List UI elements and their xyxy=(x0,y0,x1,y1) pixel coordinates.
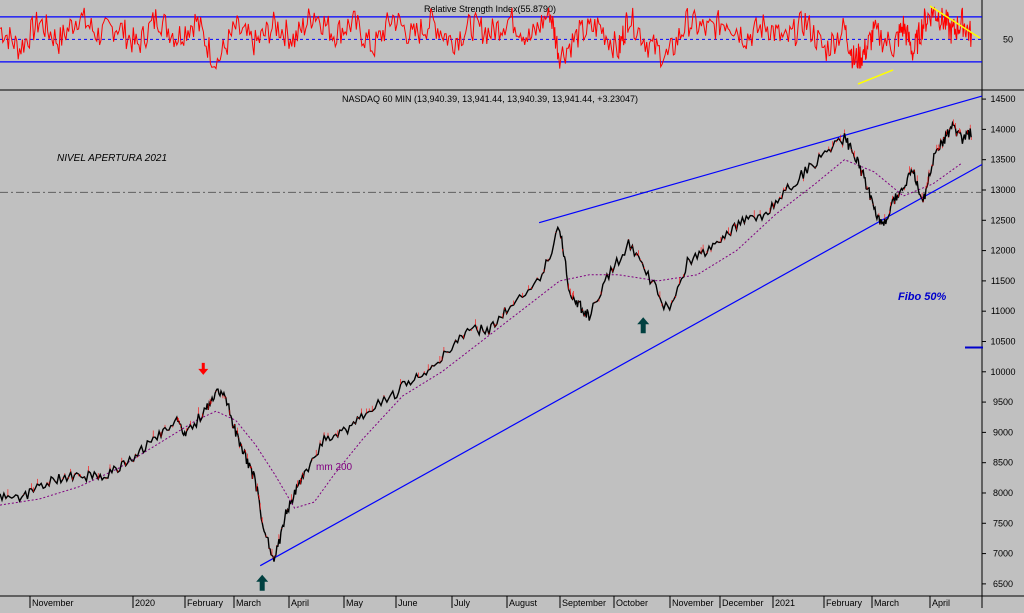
price-tick-label: 6500 xyxy=(993,579,1013,589)
time-axis-label: October xyxy=(616,598,648,608)
price-tick-label: 14500 xyxy=(990,94,1015,104)
price-tick-label: 8500 xyxy=(993,458,1013,468)
price-tick-label: 13000 xyxy=(990,185,1015,195)
time-axis-label: July xyxy=(454,598,471,608)
price-tick-label: 14000 xyxy=(990,124,1015,134)
upper-trendline xyxy=(538,95,983,224)
ma-label: mm 200 xyxy=(316,462,353,473)
time-axis-label: 2020 xyxy=(135,598,155,608)
price-header: NASDAQ 60 MIN (13,940.39, 13,941.44, 13,… xyxy=(342,94,638,104)
rsi-divergence-line-upper xyxy=(929,5,981,39)
time-axis-label: March xyxy=(236,598,261,608)
rsi-panel: Relative Strength Index(55.8790) 50 xyxy=(0,4,1013,85)
rsi-divergence-line-lower xyxy=(857,69,894,85)
rsi-line xyxy=(0,6,972,70)
lower-trendline xyxy=(259,164,983,567)
time-axis-label: April xyxy=(291,598,309,608)
price-tick-label: 13500 xyxy=(990,155,1015,165)
rsi-title: Relative Strength Index(55.8790) xyxy=(424,4,556,14)
time-axis-label: September xyxy=(562,598,606,608)
time-axis-label: March xyxy=(874,598,899,608)
price-tick-label: 7000 xyxy=(993,549,1013,559)
price-tick-label: 11500 xyxy=(991,276,1015,286)
moving-average-200 xyxy=(0,159,963,509)
up-arrow-icon xyxy=(637,317,650,334)
rsi-tick-50: 50 xyxy=(1003,34,1013,44)
price-tick-label: 12500 xyxy=(990,215,1015,225)
time-axis-label: November xyxy=(32,598,74,608)
up-arrow-icon xyxy=(256,574,269,591)
time-axis-label: August xyxy=(509,598,538,608)
opening-level-label: NIVEL APERTURA 2021 xyxy=(57,153,167,164)
price-panel: NASDAQ 60 MIN (13,940.39, 13,941.44, 13,… xyxy=(0,94,1016,591)
time-axis: November 2020 February March April May June Jul… xyxy=(29,596,950,608)
fibo-label: Fibo 50% xyxy=(898,291,947,303)
time-axis-label: April xyxy=(932,598,950,608)
price-tick-label: 7500 xyxy=(993,518,1013,528)
time-axis-label: February xyxy=(187,598,224,608)
time-axis-label: February xyxy=(826,598,863,608)
time-axis-label: June xyxy=(398,598,418,608)
price-tick-label: 10000 xyxy=(990,367,1015,377)
price-tick-label: 9000 xyxy=(993,427,1013,437)
time-axis-label: December xyxy=(722,598,764,608)
price-line xyxy=(0,120,972,562)
time-axis-label: May xyxy=(346,598,364,608)
time-axis-label: November xyxy=(672,598,714,608)
price-tick-label: 12000 xyxy=(990,246,1015,256)
price-tick-label: 8000 xyxy=(993,488,1013,498)
price-tick-label: 10500 xyxy=(990,336,1015,346)
price-tick-label: 11000 xyxy=(991,306,1015,316)
price-tick-label: 9500 xyxy=(993,397,1013,407)
price-axis-ticks: 6500 7000 7500 8000 8500 9000 9500 10000 10500 11… xyxy=(982,94,1016,589)
down-arrow-icon xyxy=(198,362,209,375)
time-axis-label: 2021 xyxy=(775,598,795,608)
